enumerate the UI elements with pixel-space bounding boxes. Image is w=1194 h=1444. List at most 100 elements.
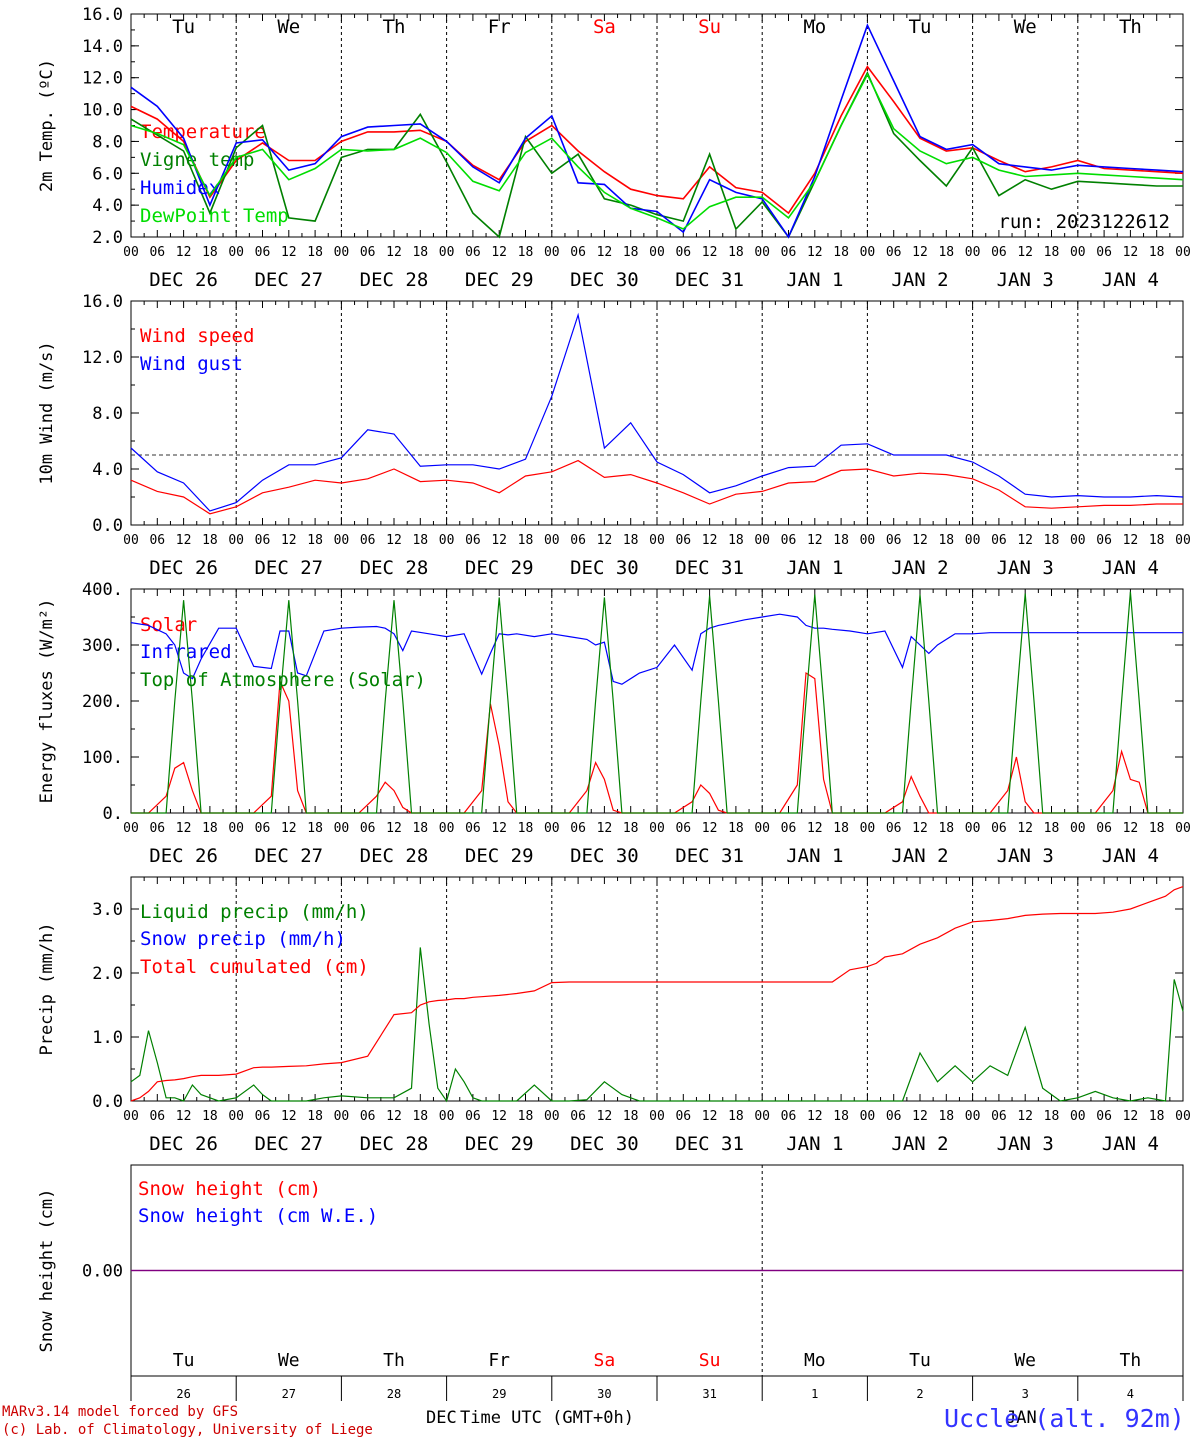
legend-entry: Snow height (cm) bbox=[138, 1178, 321, 1200]
hour-label: 18 bbox=[307, 533, 323, 548]
legend-entry: Solar bbox=[140, 614, 197, 636]
date-label: DEC 27 bbox=[254, 1133, 323, 1155]
y-tick-label: 3.0 bbox=[92, 900, 123, 920]
weekday-label: Su bbox=[698, 16, 721, 38]
date-label: DEC 31 bbox=[675, 269, 744, 291]
hour-label: 06 bbox=[360, 821, 376, 836]
hour-label: 12 bbox=[912, 1109, 928, 1124]
hour-label: 00 bbox=[544, 1109, 560, 1124]
date-label: DEC 27 bbox=[254, 269, 323, 291]
hour-label: 12 bbox=[281, 533, 297, 548]
hour-label: 06 bbox=[570, 245, 586, 260]
hour-label: 06 bbox=[360, 1109, 376, 1124]
hour-label: 18 bbox=[1149, 821, 1165, 836]
hour-label: 18 bbox=[1044, 533, 1060, 548]
hour-label: 00 bbox=[334, 533, 350, 548]
date-label: DEC 26 bbox=[149, 845, 218, 867]
hour-label: 06 bbox=[149, 821, 165, 836]
hour-label: 06 bbox=[570, 533, 586, 548]
hour-label: 06 bbox=[465, 245, 481, 260]
hour-label: 00 bbox=[439, 533, 455, 548]
hour-label: 06 bbox=[255, 533, 271, 548]
y-axis-title: Precip (mm/h) bbox=[37, 922, 57, 1055]
legend-entry: Snow height (cm W.E.) bbox=[138, 1205, 378, 1227]
panel-2-frame bbox=[130, 300, 1184, 526]
legend-entry: Infrared bbox=[140, 641, 232, 663]
weekday-label: Th bbox=[1119, 16, 1142, 38]
hour-label: 12 bbox=[912, 821, 928, 836]
hour-label: 00 bbox=[1175, 821, 1191, 836]
date-label: JAN 2 bbox=[891, 557, 948, 579]
weekday-label: Tu bbox=[909, 16, 932, 38]
hour-label: 00 bbox=[1070, 245, 1086, 260]
hour-label: 18 bbox=[728, 1109, 744, 1124]
series-line-total-cumulated-cm- bbox=[130, 886, 1184, 1102]
date-label: JAN 4 bbox=[1102, 557, 1159, 579]
hour-label: 18 bbox=[833, 821, 849, 836]
hour-label: 18 bbox=[938, 1109, 954, 1124]
day-number: 31 bbox=[702, 1387, 716, 1401]
xaxis-title: Time UTC (GMT+0h) bbox=[460, 1408, 634, 1428]
day-number: 30 bbox=[597, 1387, 611, 1401]
hour-label: 00 bbox=[228, 245, 244, 260]
hour-label: 00 bbox=[123, 1109, 139, 1124]
weekday-label: We bbox=[1014, 16, 1037, 38]
date-label: DEC 29 bbox=[465, 845, 534, 867]
hour-label: 12 bbox=[597, 245, 613, 260]
date-label: JAN 2 bbox=[891, 845, 948, 867]
hour-label: 18 bbox=[728, 821, 744, 836]
hour-label: 06 bbox=[781, 533, 797, 548]
hour-label: 00 bbox=[1070, 1109, 1086, 1124]
hour-label: 12 bbox=[1123, 821, 1139, 836]
hour-label: 06 bbox=[1096, 821, 1112, 836]
legend-entry: Wind speed bbox=[140, 325, 254, 347]
date-label: DEC 31 bbox=[675, 1133, 744, 1155]
hour-label: 06 bbox=[675, 533, 691, 548]
y-axis-title: Energy fluxes (W/m²) bbox=[37, 599, 57, 804]
hour-label: 12 bbox=[702, 821, 718, 836]
hour-label: 06 bbox=[675, 245, 691, 260]
month-dec: DEC bbox=[426, 1408, 457, 1428]
hour-label: 12 bbox=[1017, 245, 1033, 260]
weekday-label: Sa bbox=[593, 16, 616, 38]
hour-label: 06 bbox=[991, 245, 1007, 260]
date-label: DEC 28 bbox=[360, 1133, 429, 1155]
date-label: JAN 1 bbox=[786, 269, 843, 291]
hour-label: 00 bbox=[1175, 533, 1191, 548]
hour-label: 06 bbox=[991, 1109, 1007, 1124]
weekday-label-bottom: Fr bbox=[488, 1350, 510, 1371]
hour-label: 12 bbox=[491, 245, 507, 260]
weekday-label: Th bbox=[383, 16, 406, 38]
hour-label: 18 bbox=[518, 821, 534, 836]
hour-label: 12 bbox=[807, 821, 823, 836]
y-tick-label: 0.0 bbox=[92, 1092, 123, 1112]
y-tick-label: 200. bbox=[82, 692, 123, 712]
hour-label: 12 bbox=[176, 821, 192, 836]
y-tick-label: 100. bbox=[82, 748, 123, 768]
hour-label: 12 bbox=[176, 533, 192, 548]
hour-label: 12 bbox=[702, 245, 718, 260]
hour-label: 00 bbox=[334, 1109, 350, 1124]
station-name: Uccle (alt. 92m) bbox=[944, 1404, 1185, 1433]
y-axis-title: 10m Wind (m/s) bbox=[37, 341, 57, 484]
hour-label: 18 bbox=[1044, 1109, 1060, 1124]
date-label: DEC 26 bbox=[149, 557, 218, 579]
hour-label: 18 bbox=[1044, 245, 1060, 260]
weekday-label-bottom: We bbox=[1014, 1350, 1036, 1371]
hour-label: 18 bbox=[623, 1109, 639, 1124]
date-label: JAN 1 bbox=[786, 557, 843, 579]
date-label: DEC 30 bbox=[570, 269, 639, 291]
hour-label: 12 bbox=[491, 533, 507, 548]
date-label: DEC 30 bbox=[570, 845, 639, 867]
hour-label: 12 bbox=[386, 533, 402, 548]
hour-label: 18 bbox=[518, 245, 534, 260]
day-number: 29 bbox=[492, 1387, 506, 1401]
hour-label: 00 bbox=[439, 1109, 455, 1124]
weekday-label-bottom: Th bbox=[1120, 1350, 1142, 1371]
hour-label: 06 bbox=[360, 533, 376, 548]
hour-label: 00 bbox=[860, 821, 876, 836]
series-line-top-of-atmosphere-solar- bbox=[131, 591, 1183, 814]
hour-label: 18 bbox=[623, 533, 639, 548]
